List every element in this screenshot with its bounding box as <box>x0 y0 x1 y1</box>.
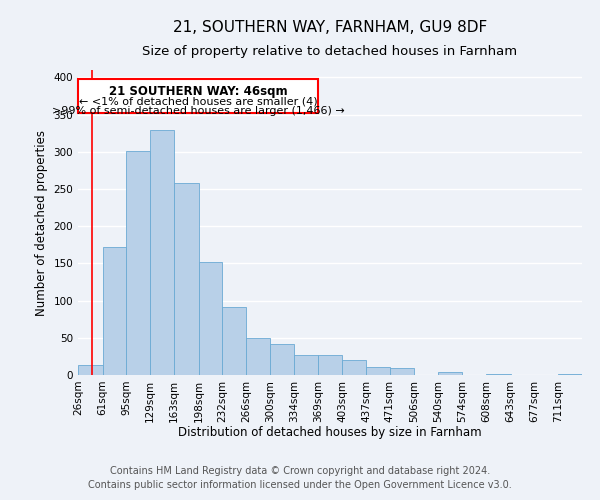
Bar <box>486 374 511 375</box>
Text: Size of property relative to detached houses in Farnham: Size of property relative to detached ho… <box>142 45 518 58</box>
Bar <box>558 374 582 375</box>
Bar <box>390 368 415 375</box>
Text: 21, SOUTHERN WAY, FARNHAM, GU9 8DF: 21, SOUTHERN WAY, FARNHAM, GU9 8DF <box>173 20 487 35</box>
Text: ← <1% of detached houses are smaller (4): ← <1% of detached houses are smaller (4) <box>79 96 317 106</box>
Bar <box>223 308 246 375</box>
Bar <box>103 247 127 375</box>
Text: >99% of semi-detached houses are larger (1,466) →: >99% of semi-detached houses are larger … <box>52 106 344 116</box>
Bar <box>342 360 366 375</box>
Bar <box>174 183 199 375</box>
Bar <box>150 130 174 375</box>
Bar <box>78 364 103 375</box>
Bar <box>439 372 462 375</box>
Bar <box>294 355 319 375</box>
Bar <box>246 338 270 375</box>
Bar <box>270 344 294 375</box>
Bar <box>319 355 342 375</box>
Bar <box>199 262 223 375</box>
Text: Contains HM Land Registry data © Crown copyright and database right 2024.
Contai: Contains HM Land Registry data © Crown c… <box>88 466 512 490</box>
FancyBboxPatch shape <box>78 79 319 113</box>
Bar <box>127 151 150 375</box>
Text: 21 SOUTHERN WAY: 46sqm: 21 SOUTHERN WAY: 46sqm <box>109 85 287 98</box>
X-axis label: Distribution of detached houses by size in Farnham: Distribution of detached houses by size … <box>178 426 482 439</box>
Bar <box>366 367 390 375</box>
Y-axis label: Number of detached properties: Number of detached properties <box>35 130 48 316</box>
